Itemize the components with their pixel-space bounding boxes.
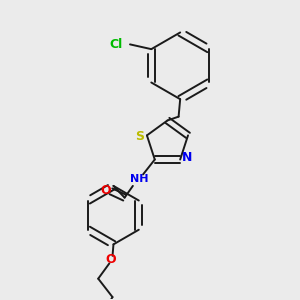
Text: S: S bbox=[135, 130, 144, 143]
Text: O: O bbox=[100, 184, 111, 197]
Text: Cl: Cl bbox=[110, 38, 123, 51]
Text: O: O bbox=[106, 253, 116, 266]
Text: NH: NH bbox=[130, 174, 148, 184]
Text: N: N bbox=[182, 152, 192, 164]
